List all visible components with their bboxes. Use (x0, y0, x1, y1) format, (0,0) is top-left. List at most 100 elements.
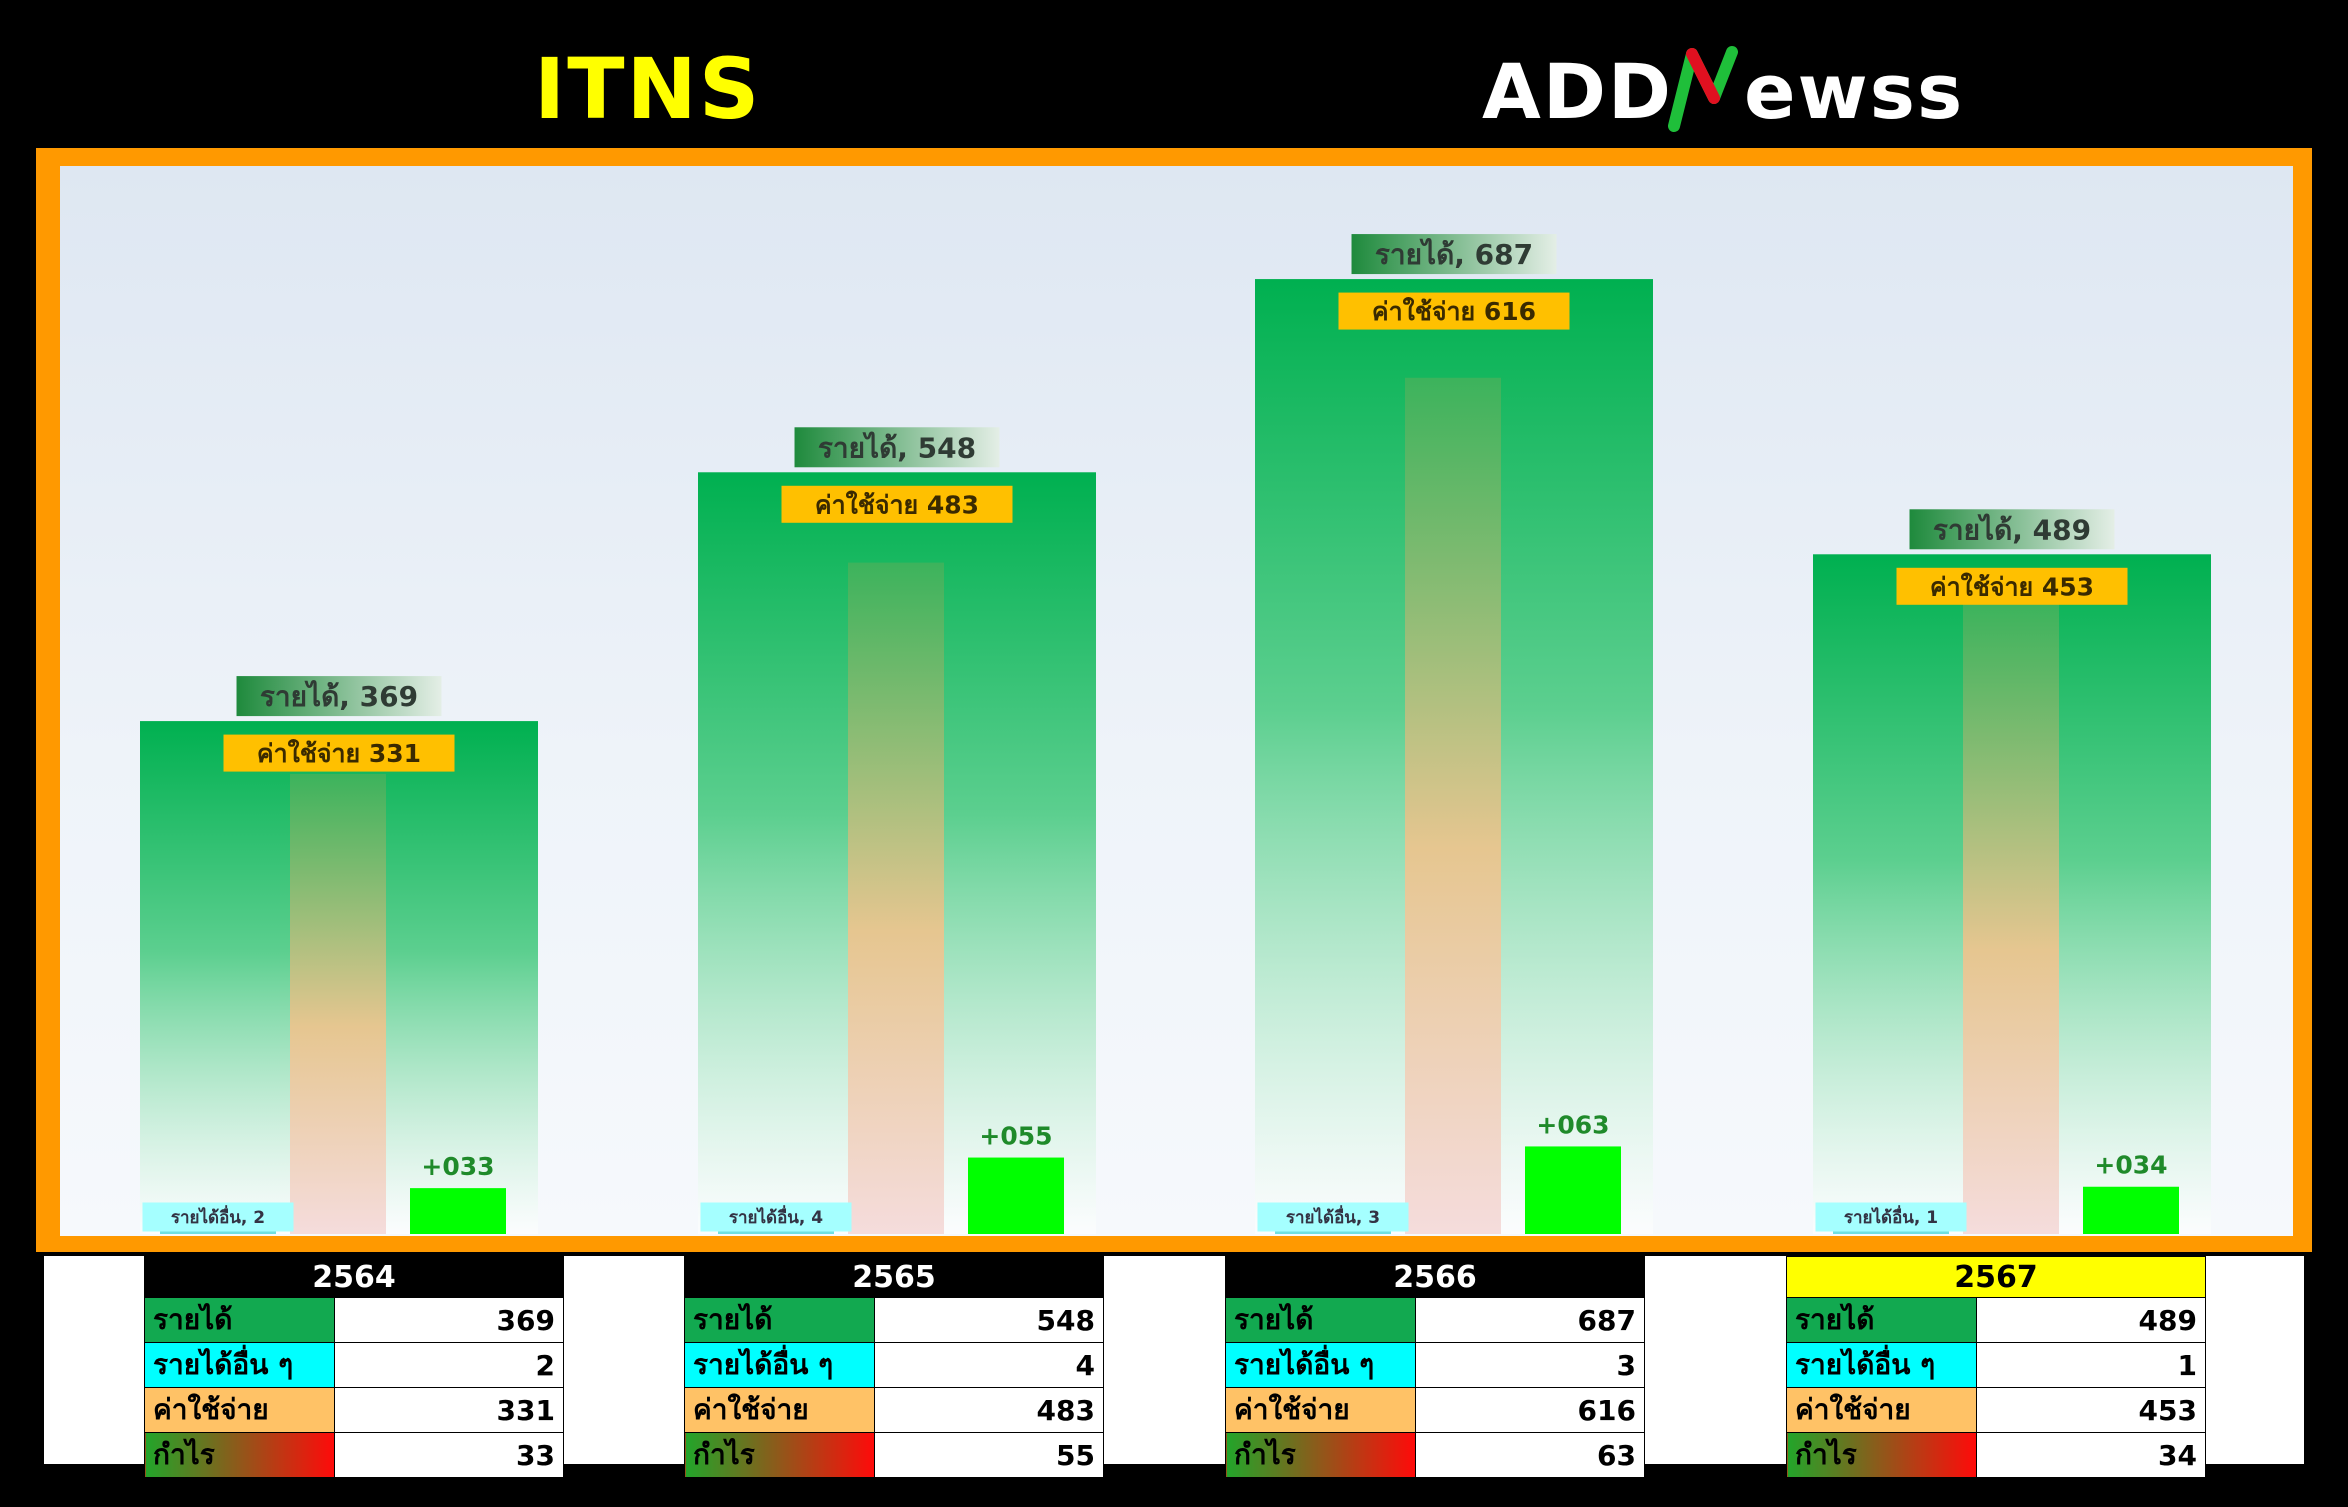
row-label: รายได้ (1786, 1297, 1977, 1343)
revenue-label-2564-bg (236, 676, 442, 717)
other-income-label-2567-bg (1815, 1202, 1967, 1232)
other-income-label-2564-bg (142, 1202, 294, 1232)
row-value: 2 (334, 1342, 564, 1388)
row-label: กำไร (684, 1432, 875, 1478)
row-value: 34 (1976, 1432, 2206, 1478)
expense-bar-2566 (1405, 377, 1501, 1234)
summary-table-2564: 2564 รายได้ 369 รายได้อื่น ๆ 2 ค่าใช้จ่าย 331 ก… (144, 1256, 564, 1478)
revenue-label-2566: รายได้, 687 (1375, 238, 1533, 271)
other-income-label-2565: รายได้อื่น, 4 (729, 1205, 823, 1228)
row-label: รายได้อื่น ๆ (144, 1342, 335, 1388)
expense-label-2564: ค่าใช้จ่าย 331 (257, 738, 421, 768)
other-income-label-2567: รายได้อื่น, 1 (1844, 1205, 1938, 1228)
row-label: รายได้อื่น ๆ (684, 1342, 875, 1388)
row-label: กำไร (1786, 1432, 1977, 1478)
row-label: ค่าใช้จ่าย (144, 1387, 335, 1433)
profit-bar-2565 (968, 1157, 1064, 1234)
summary-table-2565: 2565 รายได้ 548 รายได้อื่น ๆ 4 ค่าใช้จ่าย 483 ก… (684, 1256, 1104, 1478)
table-year-header: 2566 (1225, 1256, 1645, 1298)
profit-bar-2564 (410, 1188, 506, 1234)
summary-table-2567: 2567 รายได้ 489 รายได้อื่น ๆ 1 ค่าใช้จ่าย 453 ก… (1786, 1256, 2206, 1478)
chart-plot-area: รายได้, 369 ค่าใช้จ่าย 331 รายได้อื่น, 2 +0… (60, 166, 2293, 1236)
table-row: กำไร 34 (1786, 1432, 2206, 1478)
table-row: รายได้ 687 (1225, 1297, 1645, 1343)
other-income-bar-2564 (160, 1231, 276, 1234)
row-label: รายได้อื่น ๆ (1786, 1342, 1977, 1388)
summary-tables: 2564 รายได้ 369 รายได้อื่น ๆ 2 ค่าใช้จ่าย 331 ก… (44, 1256, 2304, 1478)
table-row: ค่าใช้จ่าย 331 (144, 1387, 564, 1433)
other-income-label-2564: รายได้อื่น, 2 (171, 1205, 265, 1228)
row-value: 55 (874, 1432, 1104, 1478)
row-label: รายได้อื่น ๆ (1225, 1342, 1416, 1388)
table-year-header: 2565 (684, 1256, 1104, 1298)
row-value: 63 (1415, 1432, 1645, 1478)
row-value: 489 (1976, 1297, 2206, 1343)
row-label: ค่าใช้จ่าย (1225, 1387, 1416, 1433)
profit-bar-2566 (1525, 1146, 1621, 1234)
summary-table-2566: 2566 รายได้ 687 รายได้อื่น ๆ 3 ค่าใช้จ่าย 616 ก… (1225, 1256, 1645, 1478)
other-income-bar-2566 (1275, 1229, 1391, 1234)
addnewss-logo: ADD ewss (1482, 40, 2052, 140)
expense-bar-2564 (290, 773, 386, 1234)
other-income-label-2566: รายได้อื่น, 3 (1286, 1205, 1380, 1228)
svg-text:ADD: ADD (1482, 47, 1673, 136)
row-value: 616 (1415, 1387, 1645, 1433)
expense-label-2564-bg (223, 734, 455, 772)
profit-label-2565: +055 (979, 1122, 1052, 1151)
expense-label-2566-bg (1338, 292, 1570, 330)
table-year-header: 2564 (144, 1256, 564, 1298)
other-income-bar-2567 (1833, 1231, 1949, 1234)
table-year-header: 2567 (1786, 1256, 2206, 1298)
revenue-label-2567-bg (1909, 509, 2115, 550)
row-label: กำไร (1225, 1432, 1416, 1478)
row-value: 331 (334, 1387, 564, 1433)
profit-label-2564: +033 (421, 1152, 494, 1181)
svg-text:ewss: ewss (1744, 47, 1964, 136)
expense-label-2565: ค่าใช้จ่าย 483 (815, 489, 979, 519)
row-value: 3 (1415, 1342, 1645, 1388)
row-label: รายได้ (144, 1297, 335, 1343)
table-row: รายได้ 369 (144, 1297, 564, 1343)
row-value: 687 (1415, 1297, 1645, 1343)
revenue-label-2566-bg (1351, 234, 1557, 275)
expense-label-2565-bg (781, 485, 1013, 523)
table-row: กำไร 33 (144, 1432, 564, 1478)
row-value: 1 (1976, 1342, 2206, 1388)
table-row: รายได้ 548 (684, 1297, 1104, 1343)
profit-label-2566: +063 (1536, 1110, 1609, 1139)
row-label: ค่าใช้จ่าย (1786, 1387, 1977, 1433)
expense-bar-2565 (848, 562, 944, 1234)
expense-label-2567-bg (1896, 567, 2128, 605)
table-row: กำไร 55 (684, 1432, 1104, 1478)
table-row: กำไร 63 (1225, 1432, 1645, 1478)
table-row: ค่าใช้จ่าย 616 (1225, 1387, 1645, 1433)
expense-label-2567: ค่าใช้จ่าย 453 (1930, 571, 2094, 601)
row-label: ค่าใช้จ่าย (684, 1387, 875, 1433)
row-label: กำไร (144, 1432, 335, 1478)
table-row: รายได้ 489 (1786, 1297, 2206, 1343)
revenue-label-2565-bg (794, 427, 1000, 468)
row-value: 4 (874, 1342, 1104, 1388)
expense-label-2566: ค่าใช้จ่าย 616 (1372, 296, 1536, 326)
row-value: 369 (334, 1297, 564, 1343)
logo-graphic: ADD ewss (1482, 46, 1964, 136)
revenue-label-2567: รายได้, 489 (1933, 513, 2091, 546)
page-title: ITNS (534, 40, 762, 138)
revenue-label-2565: รายได้, 548 (818, 431, 976, 464)
other-income-label-2565-bg (700, 1202, 852, 1232)
row-value: 33 (334, 1432, 564, 1478)
other-income-label-2566-bg (1257, 1202, 1409, 1232)
profit-label-2567: +034 (2094, 1151, 2167, 1180)
row-label: รายได้ (684, 1297, 875, 1343)
table-row: ค่าใช้จ่าย 483 (684, 1387, 1104, 1433)
table-row: ค่าใช้จ่าย 453 (1786, 1387, 2206, 1433)
expense-bar-2567 (1963, 604, 2059, 1234)
row-value: 483 (874, 1387, 1104, 1433)
bar-chart: รายได้, 369 ค่าใช้จ่าย 331 รายได้อื่น, 2 +0… (140, 234, 2211, 1234)
row-label: รายได้ (1225, 1297, 1416, 1343)
revenue-label-2564: รายได้, 369 (260, 680, 418, 713)
